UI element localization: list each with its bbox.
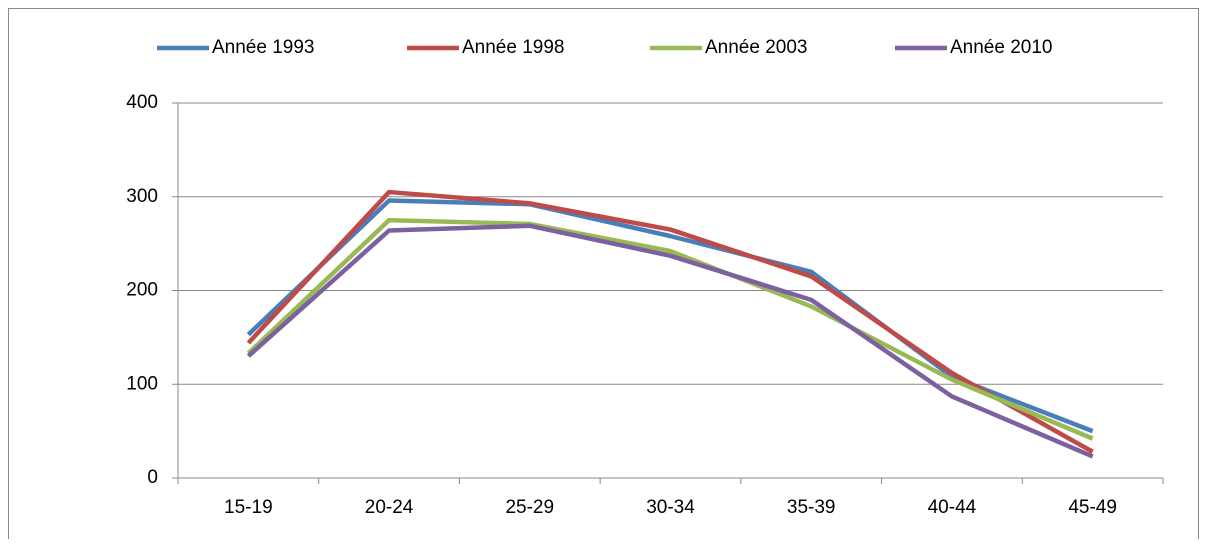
y-tick-label: 100 (126, 373, 158, 394)
legend-label: Année 2010 (950, 37, 1053, 58)
y-tick-label: 200 (126, 280, 158, 301)
lines (246, 189, 1094, 459)
legend-label: Année 2003 (705, 37, 808, 58)
series-line (246, 223, 1094, 459)
x-tick-label: 20-24 (365, 497, 414, 518)
x-tick-label: 45-49 (1068, 497, 1117, 518)
x-tick-label: 35-39 (787, 497, 836, 518)
x-tick-label: 30-34 (646, 497, 695, 518)
chart-border (8, 8, 1199, 544)
x-tick-label: 15-19 (224, 497, 273, 518)
legend-label: Année 1993 (212, 37, 315, 58)
series-line (246, 189, 1094, 454)
y-tick-label: 400 (126, 92, 158, 113)
x-tick-label: 40-44 (928, 497, 977, 518)
legend-label: Année 1998 (462, 37, 565, 58)
legend: Année 1993 Année 1998 Année 2003 Année 2010 (157, 37, 1053, 58)
grid (178, 102, 1163, 385)
y-tick-label: 0 (147, 467, 158, 488)
series-line (246, 198, 1094, 434)
axes: 0 100 200 300 400 15-19 20-24 25-29 30-34 35-39 40… (126, 92, 1164, 518)
series-line (246, 217, 1094, 441)
x-tick-label: 25-29 (505, 497, 554, 518)
y-tick-label: 300 (126, 186, 158, 207)
